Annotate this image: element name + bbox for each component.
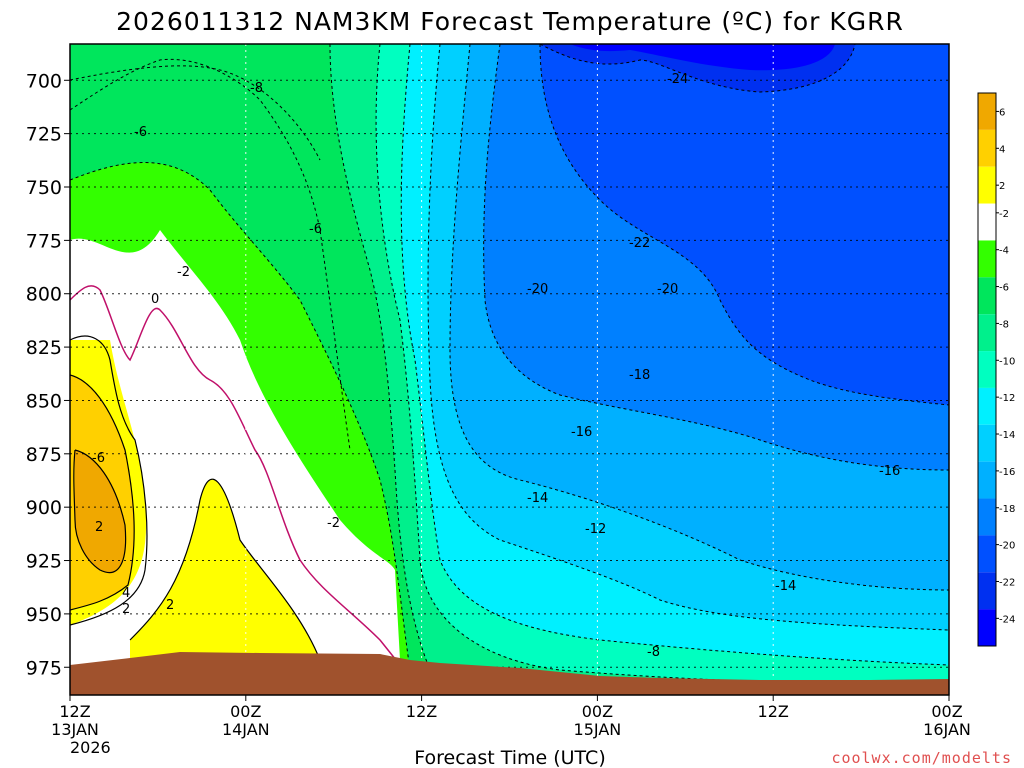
x-tick-label: 00Z bbox=[931, 702, 962, 721]
colorbar-swatch bbox=[978, 535, 996, 573]
contour-label: -16 bbox=[879, 464, 900, 479]
x-tick-date: 13JAN bbox=[51, 720, 99, 739]
contour-label: 2 bbox=[122, 602, 130, 617]
contour-label: -20 bbox=[527, 282, 548, 297]
colorbar: 6 4 2 -2 -4 -6 -8 -10 -12 -14 -16 -18 -20 -22 -24 bbox=[977, 92, 1015, 647]
colorbar-swatch bbox=[978, 461, 996, 499]
contour-label: -18 bbox=[629, 368, 650, 383]
colorbar-label: 4 bbox=[999, 144, 1005, 155]
x-tick-date: 14JAN bbox=[222, 720, 270, 739]
terrain-ground bbox=[70, 652, 949, 695]
contour-label: -24 bbox=[667, 72, 688, 87]
y-tick-label: 900 bbox=[26, 497, 62, 519]
colorbar-swatch bbox=[978, 277, 996, 315]
x-tick-label: 12Z bbox=[59, 702, 90, 721]
y-tick-label: 950 bbox=[26, 604, 62, 626]
colorbar-swatch bbox=[978, 609, 996, 646]
contour-label: -16 bbox=[571, 425, 592, 440]
chart-title: 2026011312 NAM3KM Forecast Temperature (… bbox=[116, 7, 904, 36]
positive-contours bbox=[70, 335, 321, 661]
contour-label: 0 bbox=[151, 292, 159, 307]
y-tick-label: 825 bbox=[26, 337, 62, 359]
contour-label: -14 bbox=[527, 491, 548, 506]
y-tick-label: 700 bbox=[26, 70, 62, 92]
contour-label: -6 bbox=[309, 222, 322, 237]
colorbar-label: -20 bbox=[999, 541, 1015, 552]
colorbar-label: -12 bbox=[999, 393, 1015, 404]
y-tick-label: 750 bbox=[26, 177, 62, 199]
colorbar-swatch bbox=[978, 424, 996, 462]
y-tick-label: 725 bbox=[26, 124, 62, 146]
colorbar-swatch bbox=[978, 93, 996, 130]
y-tick-label: 775 bbox=[26, 230, 62, 252]
colorbar-swatch bbox=[978, 387, 996, 425]
contour-label: 2 bbox=[166, 598, 174, 613]
band-minus-2-to-2 bbox=[70, 230, 400, 695]
contour-label: -12 bbox=[585, 522, 606, 537]
colorbar-label: -18 bbox=[999, 504, 1015, 515]
contour-label: -8 bbox=[250, 81, 263, 96]
colorbar-swatch bbox=[978, 166, 996, 204]
contour-label: -2 bbox=[177, 265, 190, 280]
colorbar-label: -24 bbox=[999, 614, 1015, 625]
y-tick-label: 850 bbox=[26, 390, 62, 412]
y-tick-label: 875 bbox=[26, 444, 62, 466]
x-axis-label: Forecast Time (UTC) bbox=[414, 747, 605, 768]
colorbar-swatch bbox=[978, 129, 996, 167]
watermark: coolwx.com/modelts bbox=[831, 749, 1012, 767]
x-tick-date: 15JAN bbox=[574, 720, 622, 739]
colorbar-frame bbox=[977, 92, 997, 647]
x-tick-label: 00Z bbox=[582, 702, 613, 721]
colorbar-swatch bbox=[978, 572, 996, 610]
contour-label: 4 bbox=[122, 586, 130, 601]
contour-labels: -8 -6 -6 -2 0 -6 4 2 2 2 -2 -24 -22 -20 … bbox=[92, 72, 900, 660]
colorbar-label: -8 bbox=[999, 319, 1009, 330]
contour-label: -20 bbox=[657, 282, 678, 297]
colorbar-swatch bbox=[978, 203, 996, 241]
contour-label: -2 bbox=[327, 516, 340, 531]
x-tick-label: 12Z bbox=[406, 702, 437, 721]
colorbar-swatch bbox=[978, 314, 996, 352]
colorbar-label: 6 bbox=[999, 107, 1005, 118]
band-2-to-4-center bbox=[130, 479, 320, 665]
colorbar-label: -2 bbox=[999, 209, 1009, 220]
colorbar-swatch bbox=[978, 240, 996, 278]
zero-degree-contour bbox=[70, 285, 401, 666]
contour-label: -22 bbox=[629, 236, 650, 251]
y-tick-label: 975 bbox=[26, 657, 62, 679]
colorbar-label: -6 bbox=[999, 283, 1009, 294]
plot-frame bbox=[69, 43, 950, 696]
y-tick-label: 800 bbox=[26, 284, 62, 306]
colorbar-label: -22 bbox=[999, 577, 1015, 588]
plot-area bbox=[70, 44, 949, 695]
colorbar-swatch bbox=[978, 498, 996, 536]
x-tick-date: 16JAN bbox=[923, 720, 971, 739]
colorbar-label: -10 bbox=[999, 356, 1015, 367]
x-tick-label: 00Z bbox=[230, 702, 261, 721]
contour-label: -14 bbox=[775, 579, 796, 594]
colorbar-label: -16 bbox=[999, 467, 1015, 478]
y-tick-label: 925 bbox=[26, 551, 62, 573]
colorbar-label: -4 bbox=[999, 246, 1009, 257]
grid-lines bbox=[70, 44, 949, 695]
x-tick-label: 12Z bbox=[758, 702, 789, 721]
colorbar-label: -14 bbox=[999, 430, 1015, 441]
band-6-plus bbox=[75, 450, 126, 573]
band-minus-24 bbox=[570, 44, 835, 71]
contour-label: -6 bbox=[92, 451, 105, 466]
colorbar-swatch bbox=[978, 351, 996, 388]
colorbar-label: 2 bbox=[999, 181, 1005, 192]
contour-label: 2 bbox=[95, 520, 103, 535]
x-tick-year: 2026 bbox=[70, 738, 111, 757]
contour-label: -6 bbox=[134, 125, 147, 140]
contour-label: -8 bbox=[647, 645, 660, 660]
y-axis: 700 725 750 775 800 825 850 875 900 925 950 975 bbox=[26, 70, 70, 679]
